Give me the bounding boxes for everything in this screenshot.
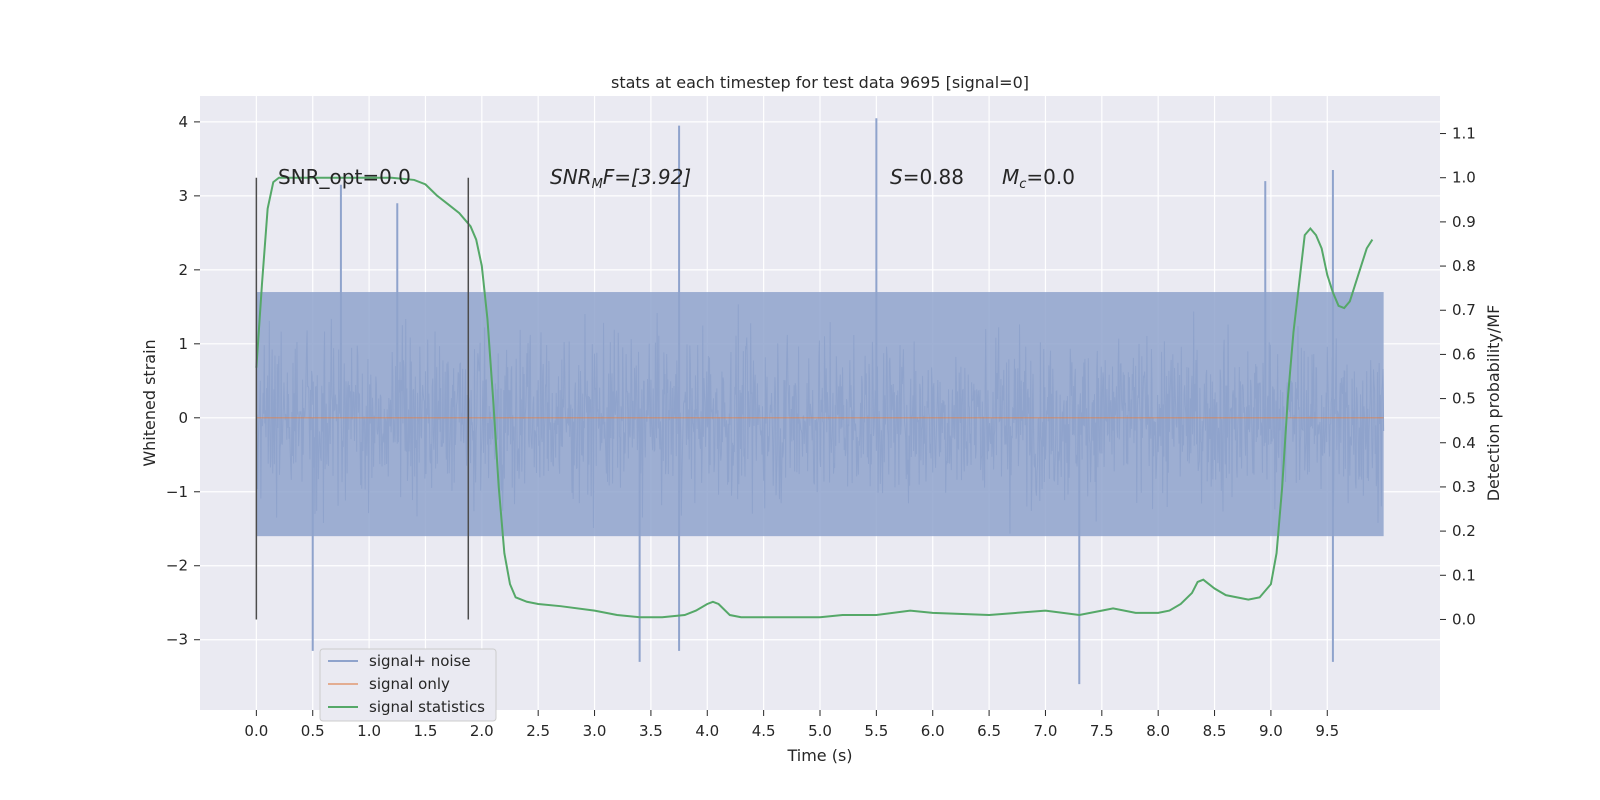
right-axis-ticks: 0.0 0.1 0.2 0.3 0.4 0.5 0.6 0.7 0.8 0.9 1.0 1.1: [1440, 125, 1476, 628]
chart-title: stats at each timestep for test data 969…: [611, 73, 1029, 92]
x-tick-label: 2.5: [526, 722, 550, 740]
x-tick-label: 1.0: [357, 722, 381, 740]
legend-label-statistics: signal statistics: [369, 698, 485, 716]
x-axis-label: Time (s): [786, 746, 852, 765]
y-tick-label: −2: [166, 557, 188, 575]
y-tick-label: 4: [178, 113, 188, 131]
y-tick-label: −3: [166, 631, 188, 649]
x-tick-label: 4.0: [695, 722, 719, 740]
right-tick-label: 1.1: [1452, 125, 1476, 143]
y-tick-label: 2: [178, 261, 188, 279]
y-tick-label: 0: [178, 409, 188, 427]
legend: signal+ noise signal only signal statist…: [319, 648, 497, 722]
right-tick-label: 0.7: [1452, 301, 1476, 319]
x-tick-label: 8.0: [1146, 722, 1170, 740]
right-tick-label: 1.0: [1452, 169, 1476, 187]
x-tick-label: 5.5: [864, 722, 888, 740]
right-axis-label: Detection probability/MF: [1484, 305, 1503, 502]
line-series: [255, 176, 1384, 619]
x-tick-label: 1.5: [414, 722, 438, 740]
y-tick-label: 3: [178, 187, 188, 205]
legend-label-noise: signal+ noise: [369, 652, 471, 670]
mc-annotation: Mc=0.0: [1002, 165, 1075, 192]
right-tick-label: 0.1: [1452, 566, 1476, 584]
right-tick-label: 0.4: [1452, 434, 1476, 452]
legend-label-signal-only: signal only: [369, 675, 450, 693]
x-tick-label: 0.5: [301, 722, 325, 740]
right-tick-label: 0.8: [1452, 257, 1476, 275]
noise-series: [255, 118, 1385, 685]
x-tick-label: 7.0: [1034, 722, 1058, 740]
vertical-markers: [255, 177, 470, 620]
y-tick-label: −1: [166, 483, 188, 501]
right-tick-label: 0.3: [1452, 478, 1476, 496]
x-tick-label: 0.0: [244, 722, 268, 740]
snr-opt-annotation: SNR_opt=0.0: [278, 165, 411, 189]
x-tick-label: 6.0: [921, 722, 945, 740]
y-axis-label: Whitened strain: [140, 339, 159, 466]
right-tick-label: 0.5: [1452, 390, 1476, 408]
x-tick-label: 9.5: [1315, 722, 1339, 740]
s-annotation: S=0.88: [890, 165, 964, 189]
x-tick-label: 3.0: [583, 722, 607, 740]
x-tick-label: 9.0: [1259, 722, 1283, 740]
x-tick-label: 3.5: [639, 722, 663, 740]
legend-box: [319, 648, 497, 722]
x-axis-ticks: 0.0 0.5 1.0 1.5 2.0 2.5 3.0 3.5 4.0 4.5 5.0 5.5 6.0 6…: [244, 710, 1339, 740]
x-tick-label: 4.5: [752, 722, 776, 740]
right-tick-label: 0.6: [1452, 345, 1476, 363]
right-tick-label: 0.0: [1452, 610, 1476, 628]
y-axis-ticks: −3 −2 −1 0 1 2 3 4: [166, 113, 200, 649]
x-tick-label: 6.5: [977, 722, 1001, 740]
noise-trace: [255, 304, 1385, 534]
y-tick-label: 1: [178, 335, 188, 353]
x-tick-label: 2.0: [470, 722, 494, 740]
snr-mf-annotation: SNRMF=[3.92]: [550, 165, 691, 192]
right-tick-label: 0.2: [1452, 522, 1476, 540]
signal-statistics-line: [255, 176, 1374, 619]
x-tick-label: 7.5: [1090, 722, 1114, 740]
right-tick-label: 0.9: [1452, 213, 1476, 231]
x-tick-label: 8.5: [1203, 722, 1227, 740]
x-tick-label: 5.0: [808, 722, 832, 740]
